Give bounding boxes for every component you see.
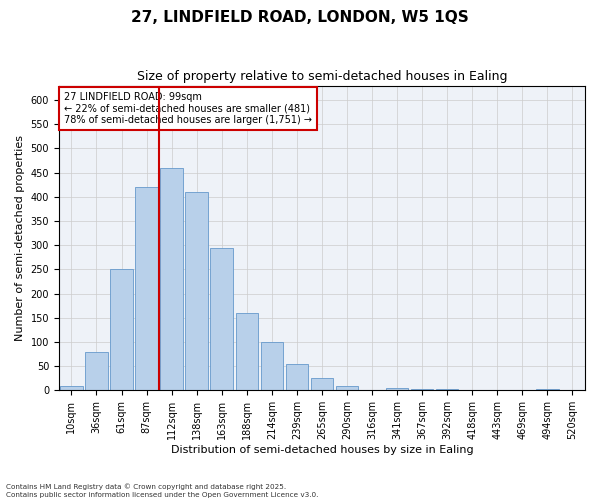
Title: Size of property relative to semi-detached houses in Ealing: Size of property relative to semi-detach… [137, 70, 507, 83]
Bar [436, 389, 458, 390]
Bar [185, 192, 208, 390]
Bar [211, 248, 233, 390]
Bar [260, 342, 283, 390]
Text: 27, LINDFIELD ROAD, LONDON, W5 1QS: 27, LINDFIELD ROAD, LONDON, W5 1QS [131, 10, 469, 25]
Bar [336, 386, 358, 390]
Bar [110, 270, 133, 390]
Text: 27 LINDFIELD ROAD: 99sqm
← 22% of semi-detached houses are smaller (481)
78% of : 27 LINDFIELD ROAD: 99sqm ← 22% of semi-d… [64, 92, 312, 125]
Bar [386, 388, 409, 390]
Bar [160, 168, 183, 390]
Y-axis label: Number of semi-detached properties: Number of semi-detached properties [15, 135, 25, 341]
Bar [60, 386, 83, 390]
Bar [236, 313, 258, 390]
Bar [311, 378, 333, 390]
Bar [536, 389, 559, 390]
X-axis label: Distribution of semi-detached houses by size in Ealing: Distribution of semi-detached houses by … [170, 445, 473, 455]
Bar [286, 364, 308, 390]
Bar [136, 187, 158, 390]
Bar [411, 389, 433, 390]
Bar [85, 352, 108, 391]
Text: Contains HM Land Registry data © Crown copyright and database right 2025.
Contai: Contains HM Land Registry data © Crown c… [6, 484, 319, 498]
